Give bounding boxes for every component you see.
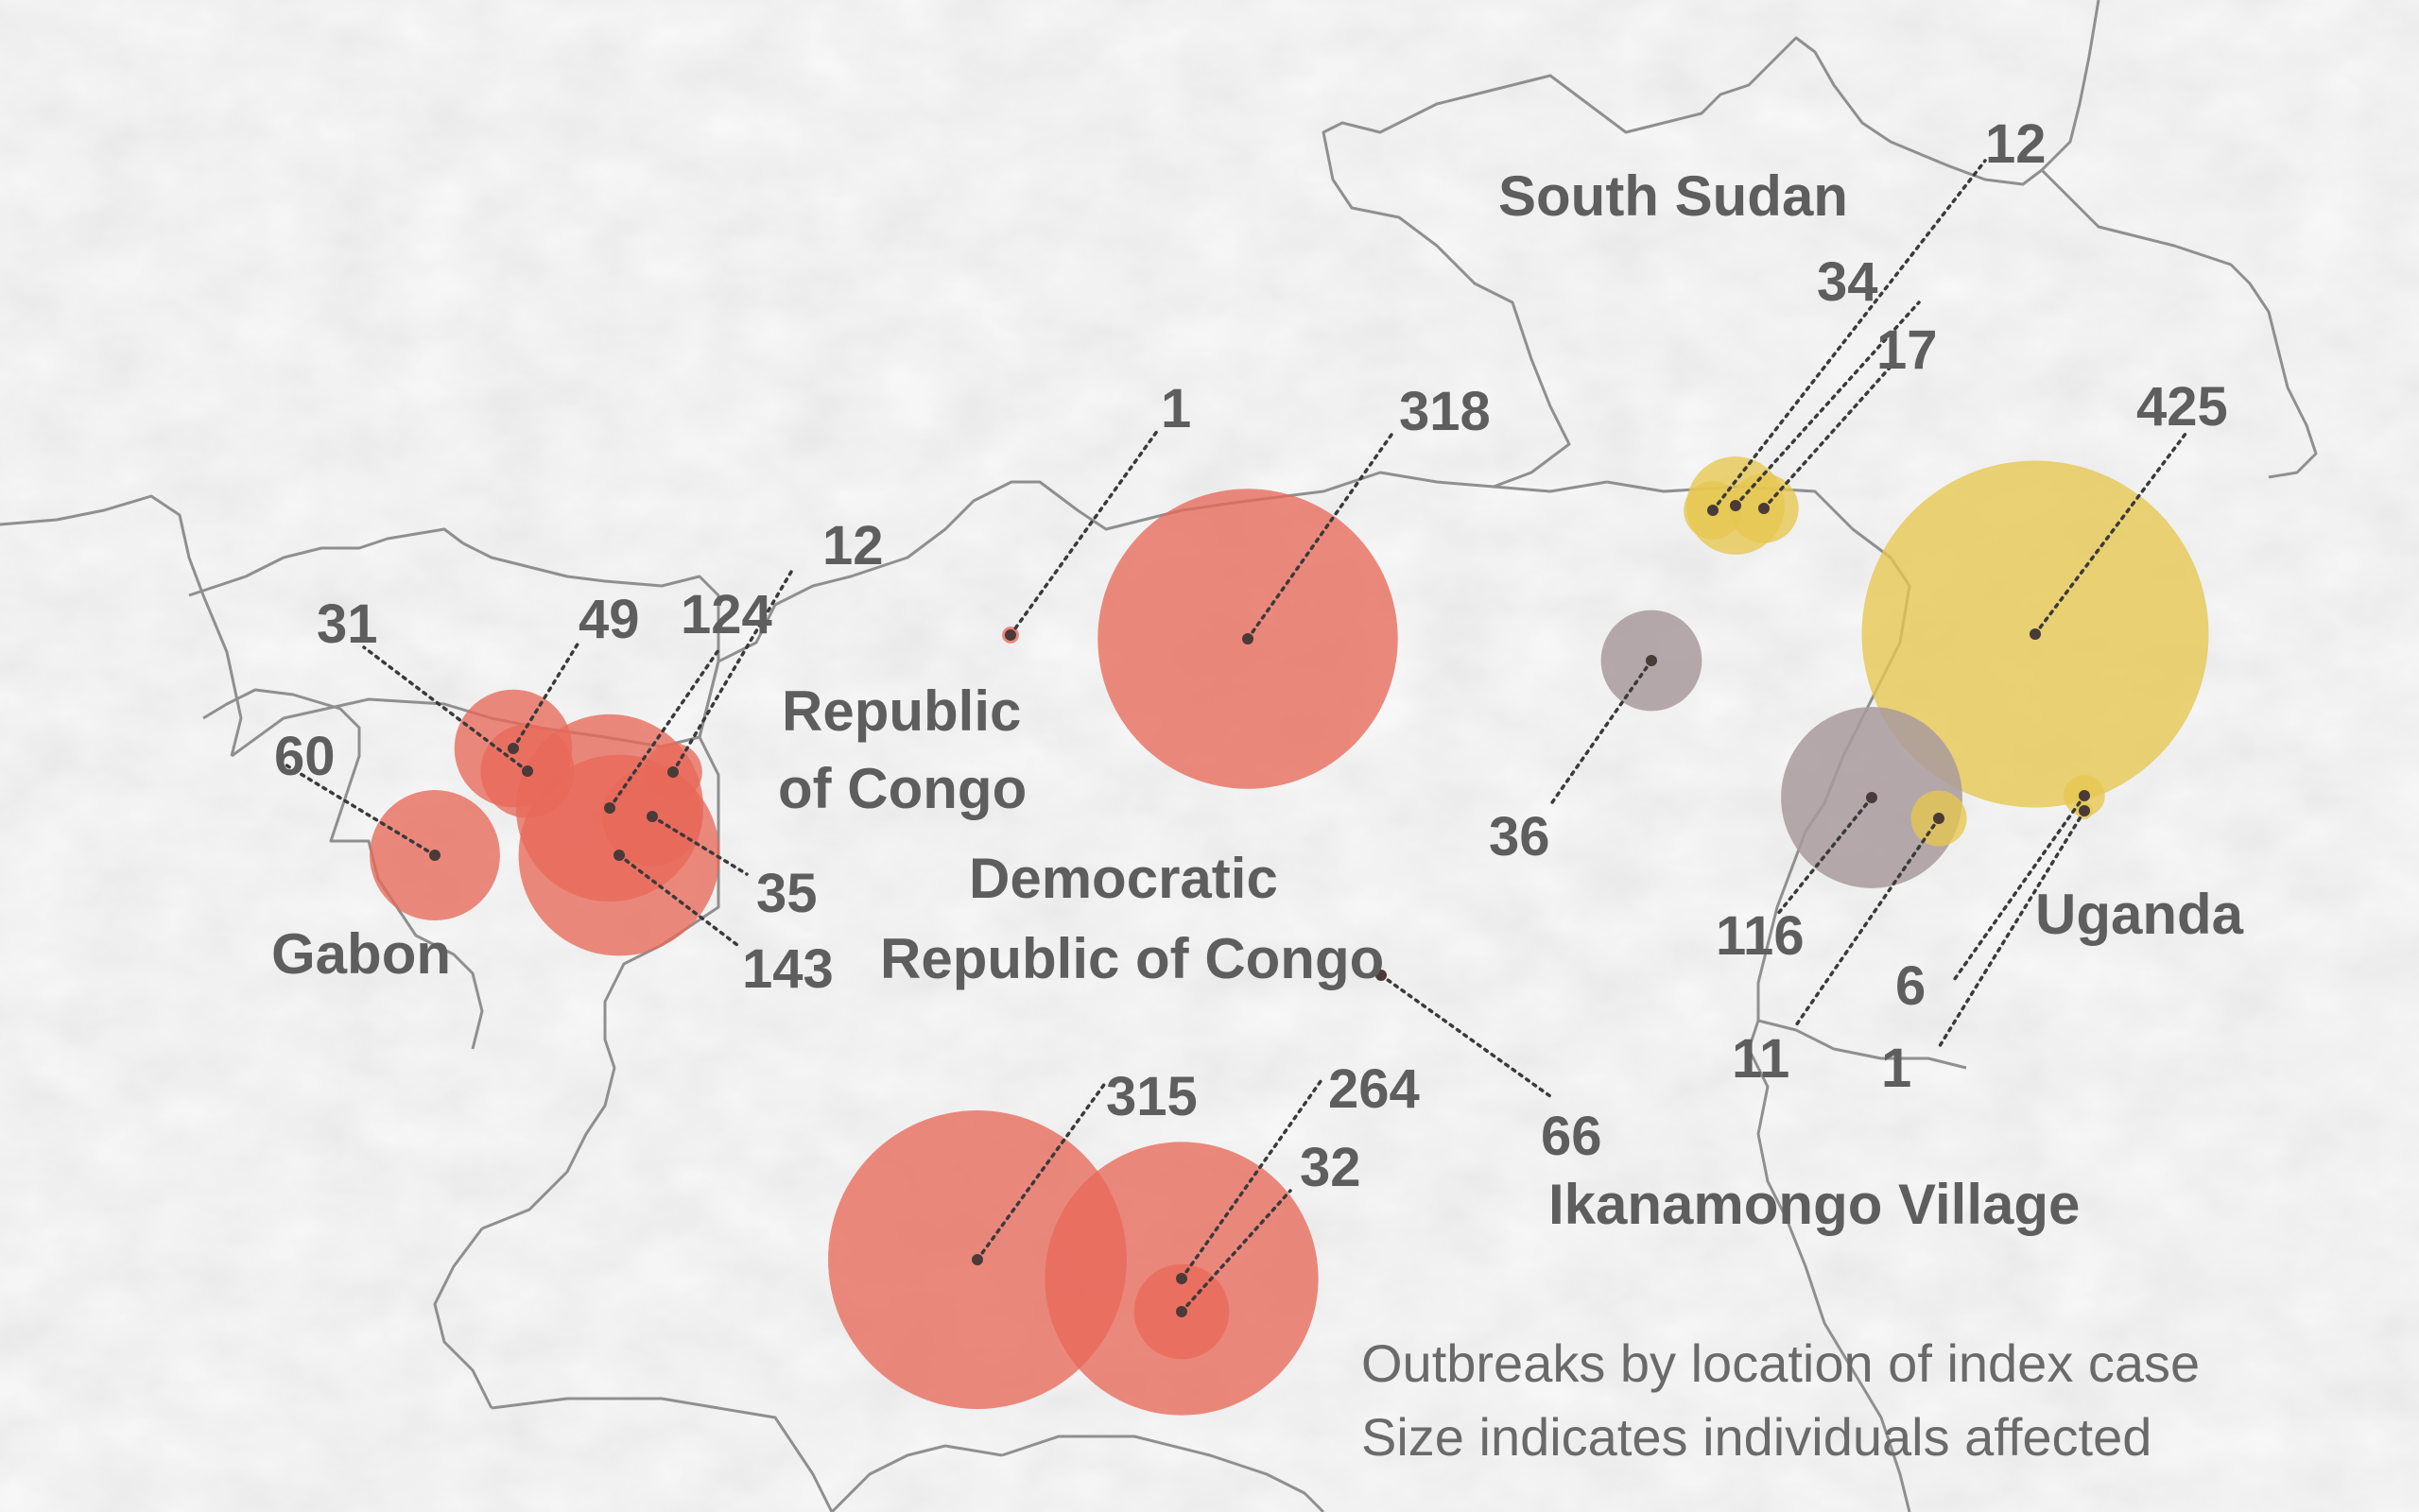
border-car-south — [698, 471, 1608, 738]
index-case-dot-ikanamongo-66 — [1375, 970, 1387, 981]
legend-subtitle: Size indicates individuals affected — [1361, 1407, 2151, 1467]
border-gabon — [202, 688, 484, 1050]
case-count-label-gabon-31: 31 — [317, 593, 378, 655]
index-case-dot-uganda-6 — [2079, 790, 2090, 801]
index-case-dot-gabon-31 — [522, 765, 533, 777]
country-label-uganda: Uganda — [2035, 883, 2244, 946]
index-case-dot-uganda-425 — [2030, 628, 2041, 640]
case-count-label-uganda-11: 11 — [1732, 1028, 1789, 1090]
index-case-dot-gabon-60 — [429, 850, 441, 861]
case-count-label-drc-116: 116 — [1716, 905, 1805, 967]
leader-line-congo-143 — [617, 853, 739, 947]
border-angola-coast — [830, 1444, 1003, 1512]
index-case-dot-drc-315 — [972, 1254, 983, 1265]
border-gabon-north — [462, 541, 720, 738]
place-label-ikanamongo-village: Ikanamongo Village — [1548, 1173, 2080, 1236]
index-case-dot-uganda-11 — [1933, 813, 1944, 824]
index-case-dot-gabon-49 — [508, 743, 519, 754]
country-borders — [0, 0, 2318, 1512]
leader-line-gabon-31 — [362, 645, 529, 773]
border-angola-drc — [1001, 1435, 1325, 1512]
country-label-south-sudan: South Sudan — [1498, 164, 1848, 228]
leader-line-congo-124 — [608, 648, 720, 810]
border-uganda-south — [1757, 1019, 1967, 1070]
index-case-dot-drc-1 — [1005, 629, 1016, 641]
leader-line-drc-1 — [1009, 428, 1160, 637]
case-count-label-congo-12: 12 — [822, 515, 884, 576]
case-count-label-uganda-425: 425 — [2136, 376, 2228, 438]
leader-lines — [277, 159, 2190, 1314]
border-uganda-north — [2040, 168, 2318, 479]
leader-line-sudan-12 — [1711, 159, 1987, 512]
leader-line-drc-116 — [1775, 796, 1874, 917]
case-count-label-sudan-34: 34 — [1817, 251, 1878, 313]
case-count-label-drc-32: 32 — [1300, 1137, 1361, 1198]
leader-line-uganda-11 — [1794, 816, 1941, 1027]
index-case-dot-sudan-17 — [1758, 503, 1770, 514]
index-case-dot-sudan-12 — [1707, 505, 1719, 516]
case-count-label-congo-143: 143 — [742, 938, 834, 1000]
border-drc-tanzania — [1747, 1048, 1911, 1512]
leader-line-congo-35 — [650, 815, 749, 876]
case-count-label-congo-35: 35 — [756, 863, 818, 924]
leader-line-drc-32 — [1180, 1189, 1292, 1314]
index-case-dot-uganda-1 — [2079, 805, 2090, 816]
index-case-dot-drc-32 — [1176, 1306, 1187, 1317]
case-count-label-sudan-17: 17 — [1876, 319, 1938, 381]
country-label-gabon: Gabon — [271, 922, 451, 986]
border-south-sudan — [1322, 0, 2100, 489]
legend-title: Outbreaks by location of index case — [1361, 1333, 2200, 1393]
case-count-label-gabon-60: 60 — [274, 726, 336, 787]
case-count-label-uganda-6: 6 — [1895, 955, 1926, 1017]
country-label-drc-line1: Democratic — [969, 847, 1278, 910]
country-label-republic-of-congo-line2: of Congo — [778, 757, 1027, 820]
case-count-label-gabon-49: 49 — [579, 589, 640, 650]
leader-line-uganda-425 — [2033, 428, 2190, 636]
leader-line-drc-264 — [1180, 1075, 1325, 1280]
leader-line-drc-315 — [976, 1080, 1108, 1262]
leader-line-ikanamongo-66 — [1379, 973, 1552, 1098]
leader-line-sudan-17 — [1762, 365, 1892, 510]
leader-line-gabon-49 — [511, 641, 580, 750]
border-cameroon-west — [0, 494, 243, 757]
map-legend: Outbreaks by location of index case Size… — [1361, 1333, 2200, 1467]
border-angola-north — [491, 1397, 834, 1512]
case-count-label-drc-1: 1 — [1161, 378, 1191, 439]
index-case-dots — [429, 500, 2090, 1317]
leader-line-uganda-1 — [1936, 809, 2086, 1051]
case-count-label-drc-36: 36 — [1489, 806, 1550, 868]
index-case-dot-sudan-34 — [1730, 500, 1741, 511]
leader-line-uganda-6 — [1950, 794, 2086, 985]
case-count-label-uganda-1: 1 — [1881, 1038, 1911, 1099]
leader-line-sudan-34 — [1734, 301, 1921, 507]
country-labels: South Sudan Republic of Congo Democratic… — [271, 164, 2244, 1236]
leader-line-drc-318 — [1246, 433, 1393, 641]
case-count-label-ikanamongo-66: 66 — [1541, 1106, 1602, 1167]
case-count-label-drc-318: 318 — [1399, 381, 1491, 442]
index-case-dot-congo-143 — [613, 850, 625, 861]
case-count-label-drc-264: 264 — [1328, 1058, 1420, 1120]
country-label-drc-line2: Republic of Congo — [880, 927, 1384, 990]
index-case-dot-congo-12 — [667, 766, 679, 778]
case-count-label-drc-315: 315 — [1106, 1066, 1198, 1127]
country-label-republic-of-congo-line1: Republic — [782, 679, 1021, 743]
index-case-dot-congo-124 — [604, 802, 615, 814]
leader-line-congo-12 — [671, 565, 796, 774]
index-case-dot-drc-36 — [1646, 655, 1657, 666]
case-count-label-congo-124: 124 — [681, 584, 772, 645]
index-case-dot-drc-318 — [1242, 633, 1253, 644]
index-case-dot-congo-35 — [647, 811, 658, 822]
leader-line-drc-36 — [1548, 659, 1653, 807]
leader-line-gabon-60 — [277, 759, 437, 857]
border-eq-guinea — [188, 527, 464, 597]
index-case-dot-drc-116 — [1866, 792, 1877, 803]
index-case-dot-drc-264 — [1176, 1273, 1187, 1284]
case-count-label-sudan-12: 12 — [1985, 113, 2047, 175]
border-cabinda — [433, 1228, 493, 1409]
